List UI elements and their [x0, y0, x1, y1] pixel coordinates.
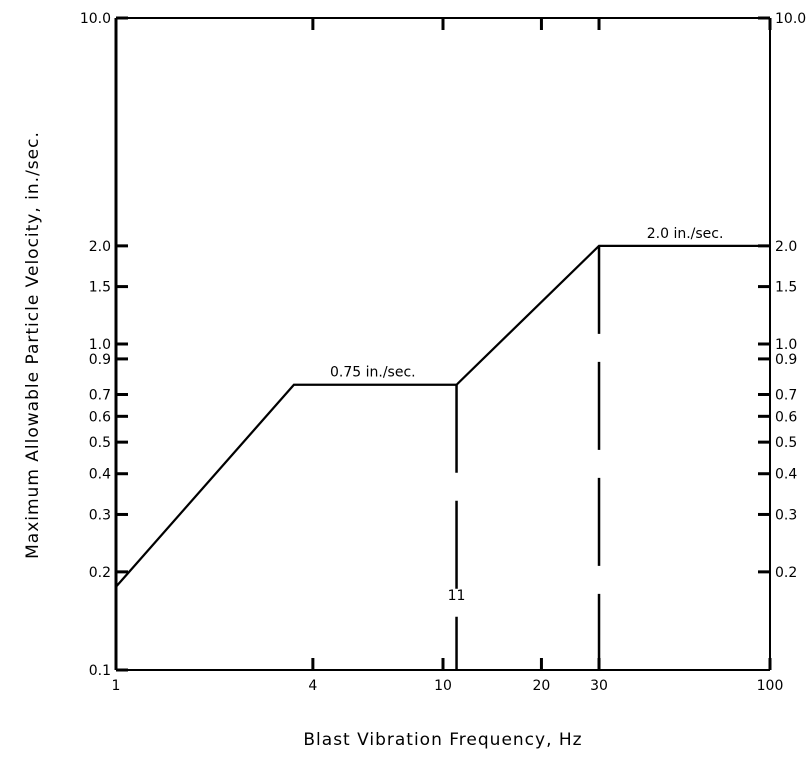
- y-tick-label-right: 2.0: [775, 239, 797, 255]
- y-tick-label-right: 10.0: [775, 11, 806, 27]
- x-tick-label: 4: [308, 678, 317, 694]
- y-tick-label-right: 1.5: [775, 280, 797, 296]
- y-tick-label-right: 0.2: [775, 565, 797, 581]
- y-tick-label-left: 1.5: [89, 280, 111, 296]
- y-tick-label-left: 10.0: [80, 11, 111, 27]
- series-layer: [115, 244, 770, 588]
- x-tick-label: 100: [757, 678, 784, 694]
- x-tick-label: 10: [434, 678, 452, 694]
- series-line-0: [115, 244, 770, 588]
- y-tick-label-left: 0.6: [89, 409, 111, 425]
- annotation-label: 2.0 in./sec.: [647, 226, 724, 242]
- y-tick-label-right: 0.9: [775, 352, 797, 368]
- y-tick-label-right: 0.4: [775, 467, 797, 483]
- y-tick-label-right: 0.6: [775, 409, 797, 425]
- y-tick-label-right: 0.7: [775, 387, 797, 403]
- ticks-layer: [114, 16, 772, 672]
- x-tick-label: 1: [112, 678, 121, 694]
- y-tick-label-left: 0.7: [89, 387, 111, 403]
- y-tick-label-left: 1.0: [89, 337, 111, 353]
- axes-layer: [114, 17, 771, 671]
- x-tick-label: 20: [533, 678, 551, 694]
- y-tick-label-left: 2.0: [89, 239, 111, 255]
- labels-layer: 1 4 10 20 30 10010.02.01.51.00.90.70.60.50.40…: [80, 11, 806, 694]
- y-tick-label-left: 0.1: [89, 663, 111, 679]
- y-tick-label-left: 0.3: [89, 507, 111, 523]
- y-tick-label-left: 0.9: [89, 352, 111, 368]
- y-tick-label-right: 1.0: [775, 337, 797, 353]
- reference-line-label: 11: [448, 588, 466, 604]
- y-axis-title: Maximum Allowable Particle Velocity, in.…: [23, 131, 43, 559]
- x-axis-title: Blast Vibration Frequency, Hz: [303, 730, 582, 750]
- y-tick-label-right: 0.3: [775, 507, 797, 523]
- x-tick-label: 30: [590, 678, 608, 694]
- annotation-label: 0.75 in./sec.: [330, 365, 416, 381]
- y-tick-label-left: 0.2: [89, 565, 111, 581]
- y-tick-label-left: 0.5: [89, 435, 111, 451]
- y-tick-label-right: 0.5: [775, 435, 797, 451]
- reference-lines-layer: [455, 245, 601, 670]
- y-tick-label-left: 0.4: [89, 467, 111, 483]
